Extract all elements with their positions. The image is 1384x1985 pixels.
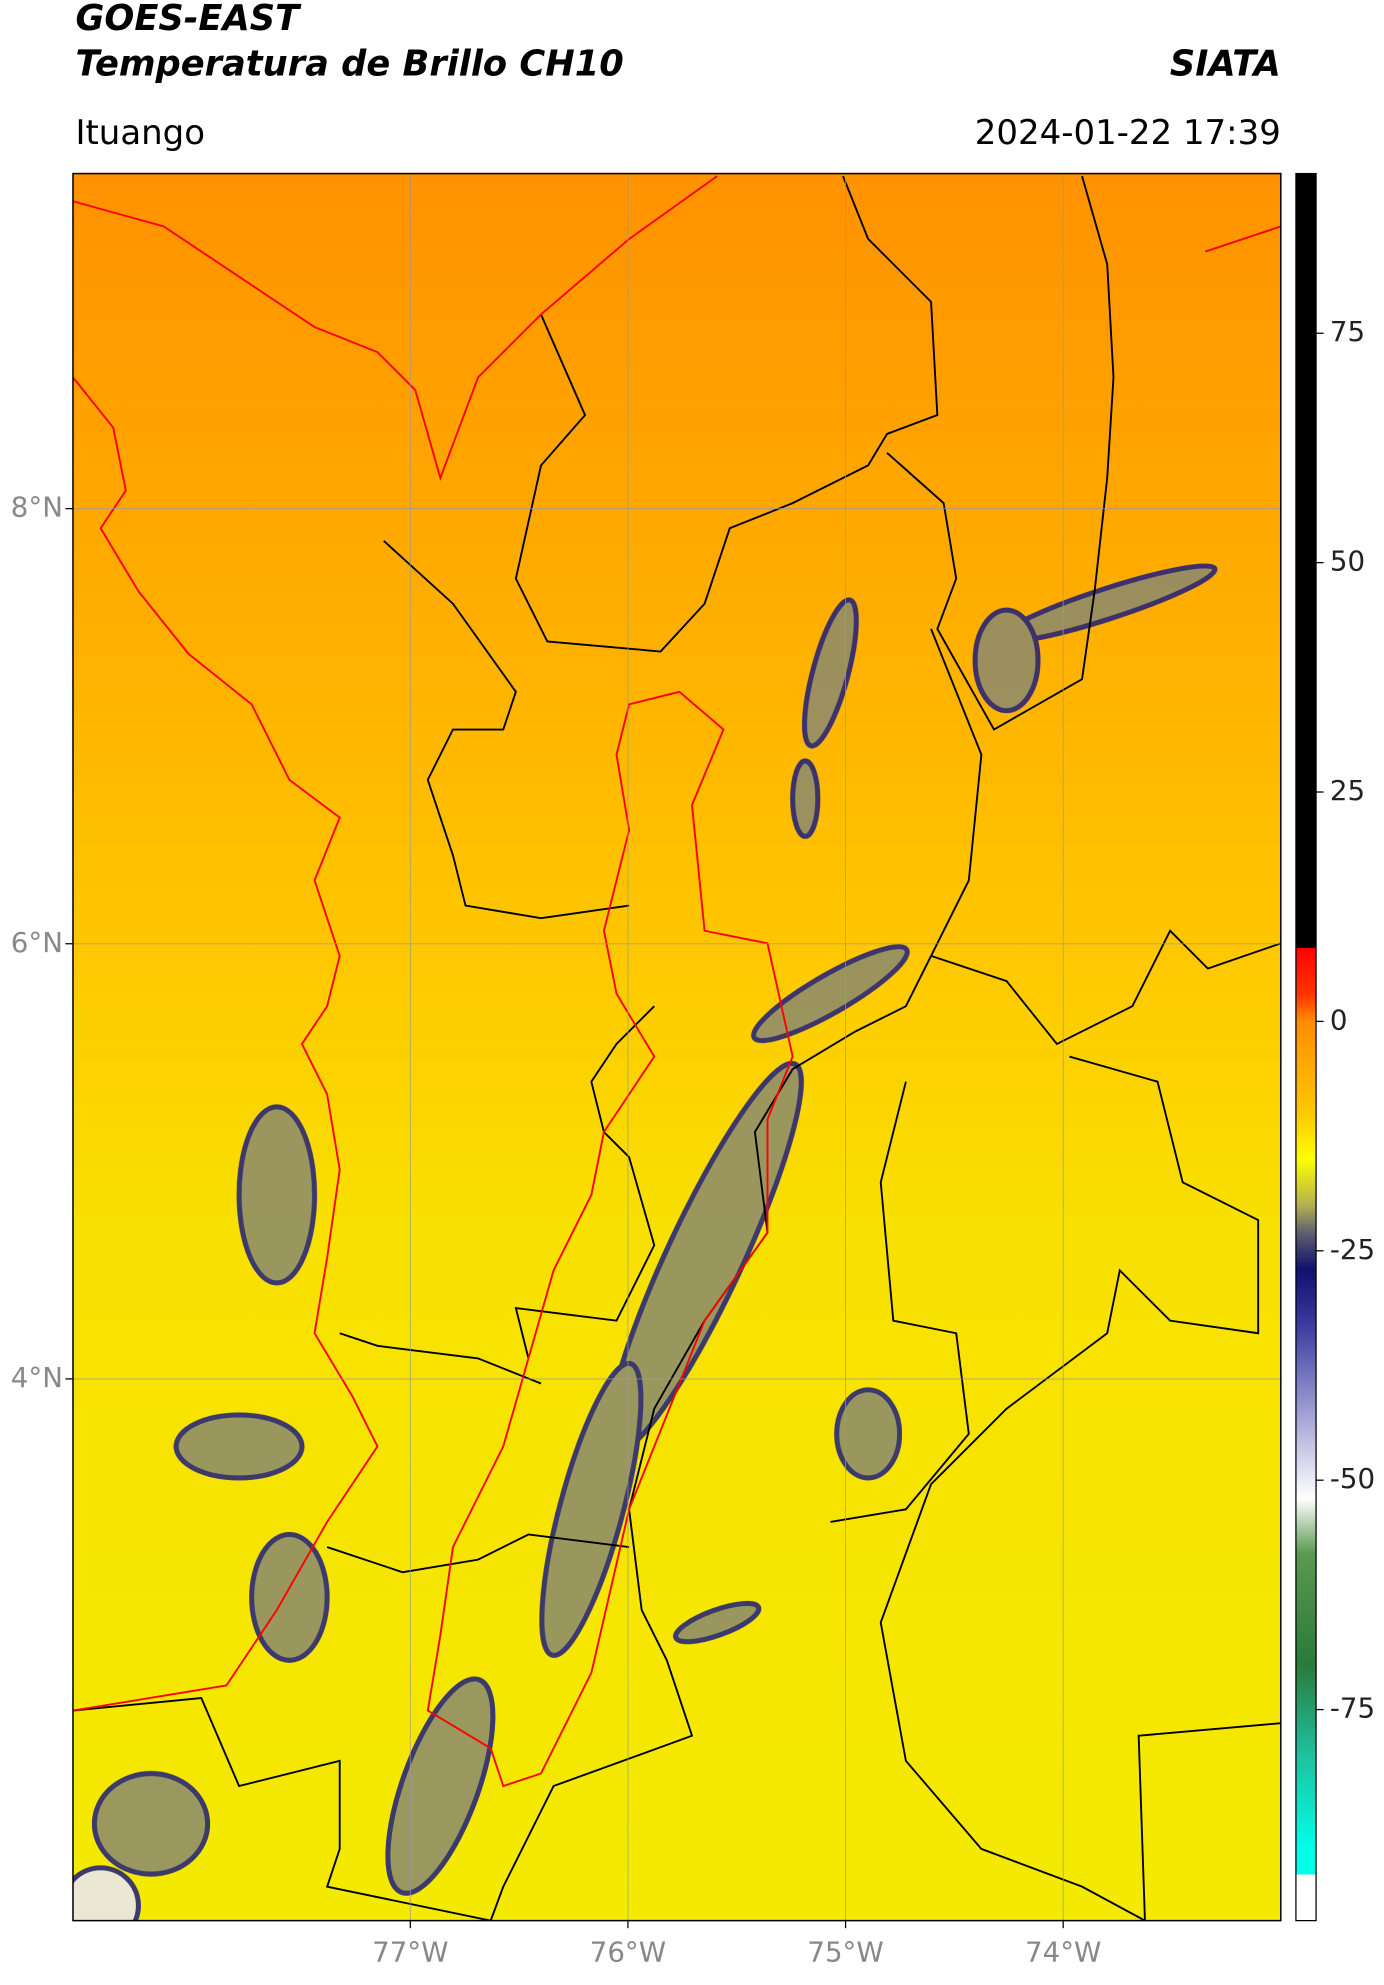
map-frame bbox=[72, 172, 1282, 1922]
colorbar-tick-label: -75 bbox=[1330, 1692, 1375, 1725]
colorbar-tick-label: 75 bbox=[1330, 315, 1365, 348]
colorbar-tick-label: 25 bbox=[1330, 774, 1365, 807]
colorbar-tick-label: -50 bbox=[1330, 1462, 1375, 1495]
colorbar-tick-label: -25 bbox=[1330, 1233, 1375, 1266]
lat-tick-label: 4°N bbox=[11, 1361, 63, 1394]
map bbox=[72, 173, 1281, 1921]
lon-tick-label: 75°W bbox=[807, 1935, 883, 1968]
map-background bbox=[72, 173, 1281, 1921]
lat-tick-label: 8°N bbox=[11, 491, 63, 524]
lat-tick-label: 6°N bbox=[11, 926, 63, 959]
location: Ituango bbox=[75, 113, 205, 153]
lon-tick-label: 74°W bbox=[1025, 1935, 1101, 1968]
lon-tick-label: 76°W bbox=[590, 1935, 666, 1968]
coastline bbox=[72, 175, 1281, 1788]
clouds bbox=[72, 563, 1218, 1921]
ticks: 8°N 6°N 4°N 77°W 76°W 75°W 74°W 75 50 25 0 -25 -50 -7… bbox=[11, 315, 1375, 1968]
graticule bbox=[72, 173, 1281, 1921]
colorbar bbox=[1295, 172, 1317, 1922]
title: GOES-EAST bbox=[75, 0, 302, 39]
colorbar-tick-label: 0 bbox=[1330, 1003, 1348, 1036]
datetime: 2024-01-22 17:39 bbox=[975, 113, 1281, 153]
lon-tick-label: 77°W bbox=[372, 1935, 448, 1968]
title: Temperatura de Brillo CH10 bbox=[75, 43, 623, 84]
colorbar-tick-label: 50 bbox=[1330, 545, 1365, 578]
organization: SIATA bbox=[1170, 43, 1281, 84]
